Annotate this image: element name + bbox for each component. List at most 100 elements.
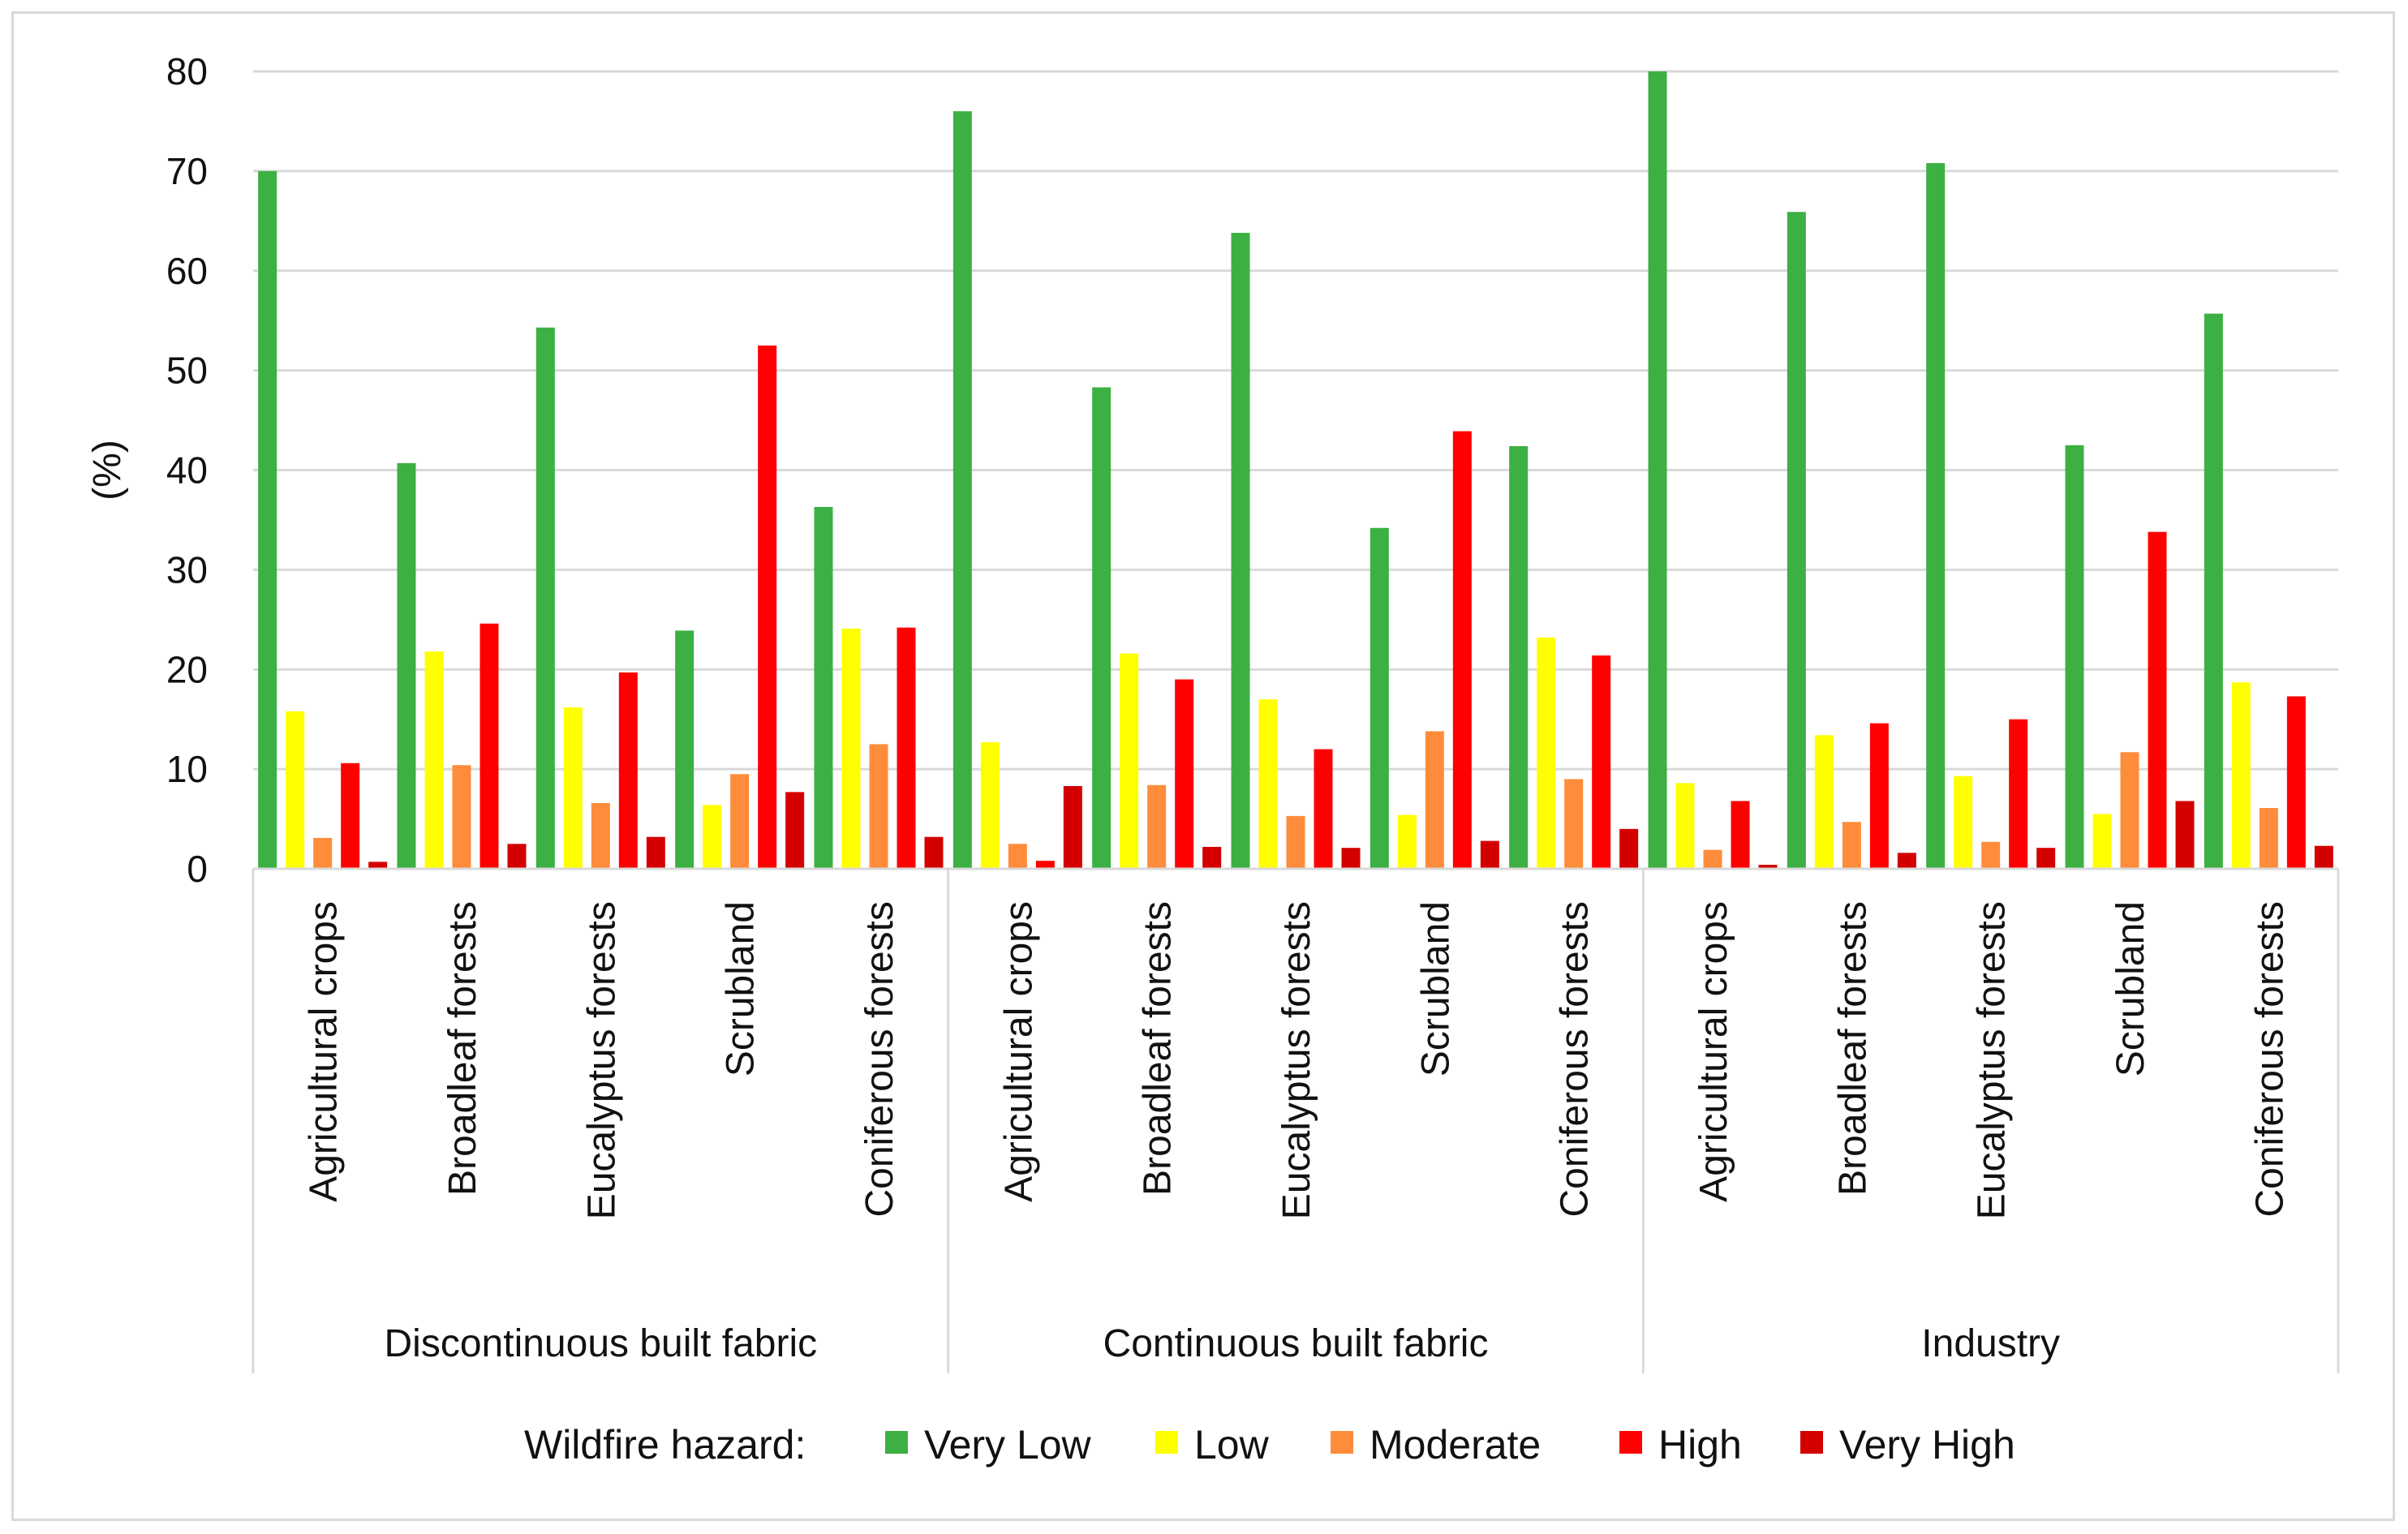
category-label: Scrubland: [2109, 901, 2152, 1076]
bar-very-low: [675, 630, 694, 869]
y-axis-title: (%): [86, 440, 129, 501]
legend-label: High: [1658, 1422, 1742, 1467]
bar-high: [1175, 679, 1194, 869]
bar-high: [2009, 719, 2028, 869]
bar-very-high: [1202, 846, 1222, 869]
bar-moderate: [313, 837, 333, 869]
bar-very-low: [1370, 527, 1389, 869]
bar-very-low: [952, 111, 972, 869]
category-label: Eucalyptus forests: [1275, 901, 1318, 1219]
group-label: Discontinuous built fabric: [385, 1322, 818, 1365]
group-label: Industry: [1921, 1322, 2060, 1365]
bar-very-low: [2204, 313, 2223, 869]
bar-low: [563, 707, 583, 869]
bar-low: [286, 711, 305, 869]
category-label: Coniferous forests: [2248, 901, 2291, 1218]
bar-very-high: [1897, 853, 1916, 869]
bar-low: [841, 628, 861, 869]
bar-high: [1869, 723, 1889, 869]
category-label: Agricultural crops: [303, 901, 346, 1202]
bar-high: [897, 627, 916, 869]
category-label: Coniferous forests: [858, 901, 901, 1218]
bar-high: [2286, 696, 2306, 869]
legend-label: Very High: [1839, 1422, 2015, 1467]
bar-very-low: [397, 462, 416, 869]
y-tick-label: 40: [166, 449, 208, 492]
bar-low: [980, 741, 1000, 869]
bar-moderate: [1008, 844, 1027, 869]
category-label: Broadleaf forests: [1831, 901, 1874, 1196]
category-label: Eucalyptus forests: [1971, 901, 2014, 1219]
legend-title: Wildfire hazard:: [524, 1422, 806, 1467]
bar-very-high: [2175, 801, 2195, 869]
bar-low: [1675, 783, 1695, 869]
bar-very-high: [1341, 848, 1361, 869]
bar-moderate: [1425, 731, 1444, 869]
bar-high: [479, 623, 499, 869]
bar-very-low: [2065, 445, 2084, 869]
bar-moderate: [591, 802, 610, 869]
bar-moderate: [1981, 841, 2001, 869]
bar-very-low: [1648, 71, 1667, 869]
legend-swatch: [1155, 1431, 1178, 1454]
category-label: Broadleaf forests: [1137, 901, 1180, 1196]
legend-label: Very Low: [924, 1422, 1092, 1467]
bar-very-low: [1231, 233, 1250, 869]
bar-very-low: [1787, 212, 1806, 869]
bar-low: [2231, 682, 2251, 869]
bar-low: [1258, 699, 1278, 869]
bar-high: [618, 672, 638, 869]
bar-low: [1814, 735, 1834, 869]
bar-very-high: [368, 862, 388, 869]
legend-swatch: [1331, 1431, 1353, 1454]
bar-low: [424, 651, 444, 869]
bar-very-high: [507, 844, 527, 869]
bar-high: [2148, 531, 2167, 869]
category-label: Agricultural crops: [1692, 901, 1735, 1202]
bar-high: [1592, 655, 1611, 869]
category-label: Scrubland: [720, 901, 763, 1076]
bar-high: [758, 345, 777, 869]
bar-moderate: [730, 774, 750, 869]
bar-high: [1314, 749, 1333, 869]
bar-high: [1452, 431, 1472, 869]
bar-high: [1035, 861, 1055, 869]
bar-very-high: [1619, 828, 1639, 869]
bar-very-low: [258, 170, 277, 869]
bar-very-high: [1758, 865, 1778, 869]
legend-label: Low: [1194, 1422, 1270, 1467]
y-tick-label: 70: [166, 150, 208, 192]
y-tick-label: 30: [166, 548, 208, 591]
category-label: Coniferous forests: [1554, 901, 1597, 1218]
y-tick-label: 50: [166, 350, 208, 392]
category-label: Scrubland: [1414, 901, 1457, 1076]
bar-very-high: [646, 836, 665, 869]
bar-moderate: [1286, 815, 1305, 869]
bar-very-low: [814, 506, 833, 869]
bar-moderate: [2259, 808, 2278, 869]
bar-high: [1731, 801, 1750, 869]
y-tick-label: 10: [166, 748, 208, 790]
bar-very-low: [1926, 163, 1946, 870]
bar-high: [341, 763, 360, 869]
bar-moderate: [2120, 752, 2139, 869]
bar-low: [1120, 653, 1139, 869]
bar-moderate: [1703, 849, 1722, 869]
bar-moderate: [1564, 779, 1584, 869]
category-label: Agricultural crops: [997, 901, 1040, 1202]
bar-low: [1954, 776, 1973, 869]
bar-very-low: [1092, 387, 1112, 869]
bar-moderate: [1147, 784, 1167, 869]
y-tick-label: 0: [187, 848, 208, 890]
bar-low: [1537, 637, 1556, 869]
bar-very-high: [924, 836, 944, 869]
bar-very-high: [1063, 786, 1082, 869]
bar-very-high: [2036, 848, 2056, 869]
bar-very-high: [2314, 845, 2333, 869]
legend-swatch: [885, 1431, 908, 1454]
bar-very-high: [1480, 840, 1499, 869]
y-tick-label: 60: [166, 250, 208, 292]
category-label: Broadleaf forests: [441, 901, 484, 1196]
bar-very-high: [785, 792, 805, 869]
group-label: Continuous built fabric: [1103, 1322, 1489, 1365]
